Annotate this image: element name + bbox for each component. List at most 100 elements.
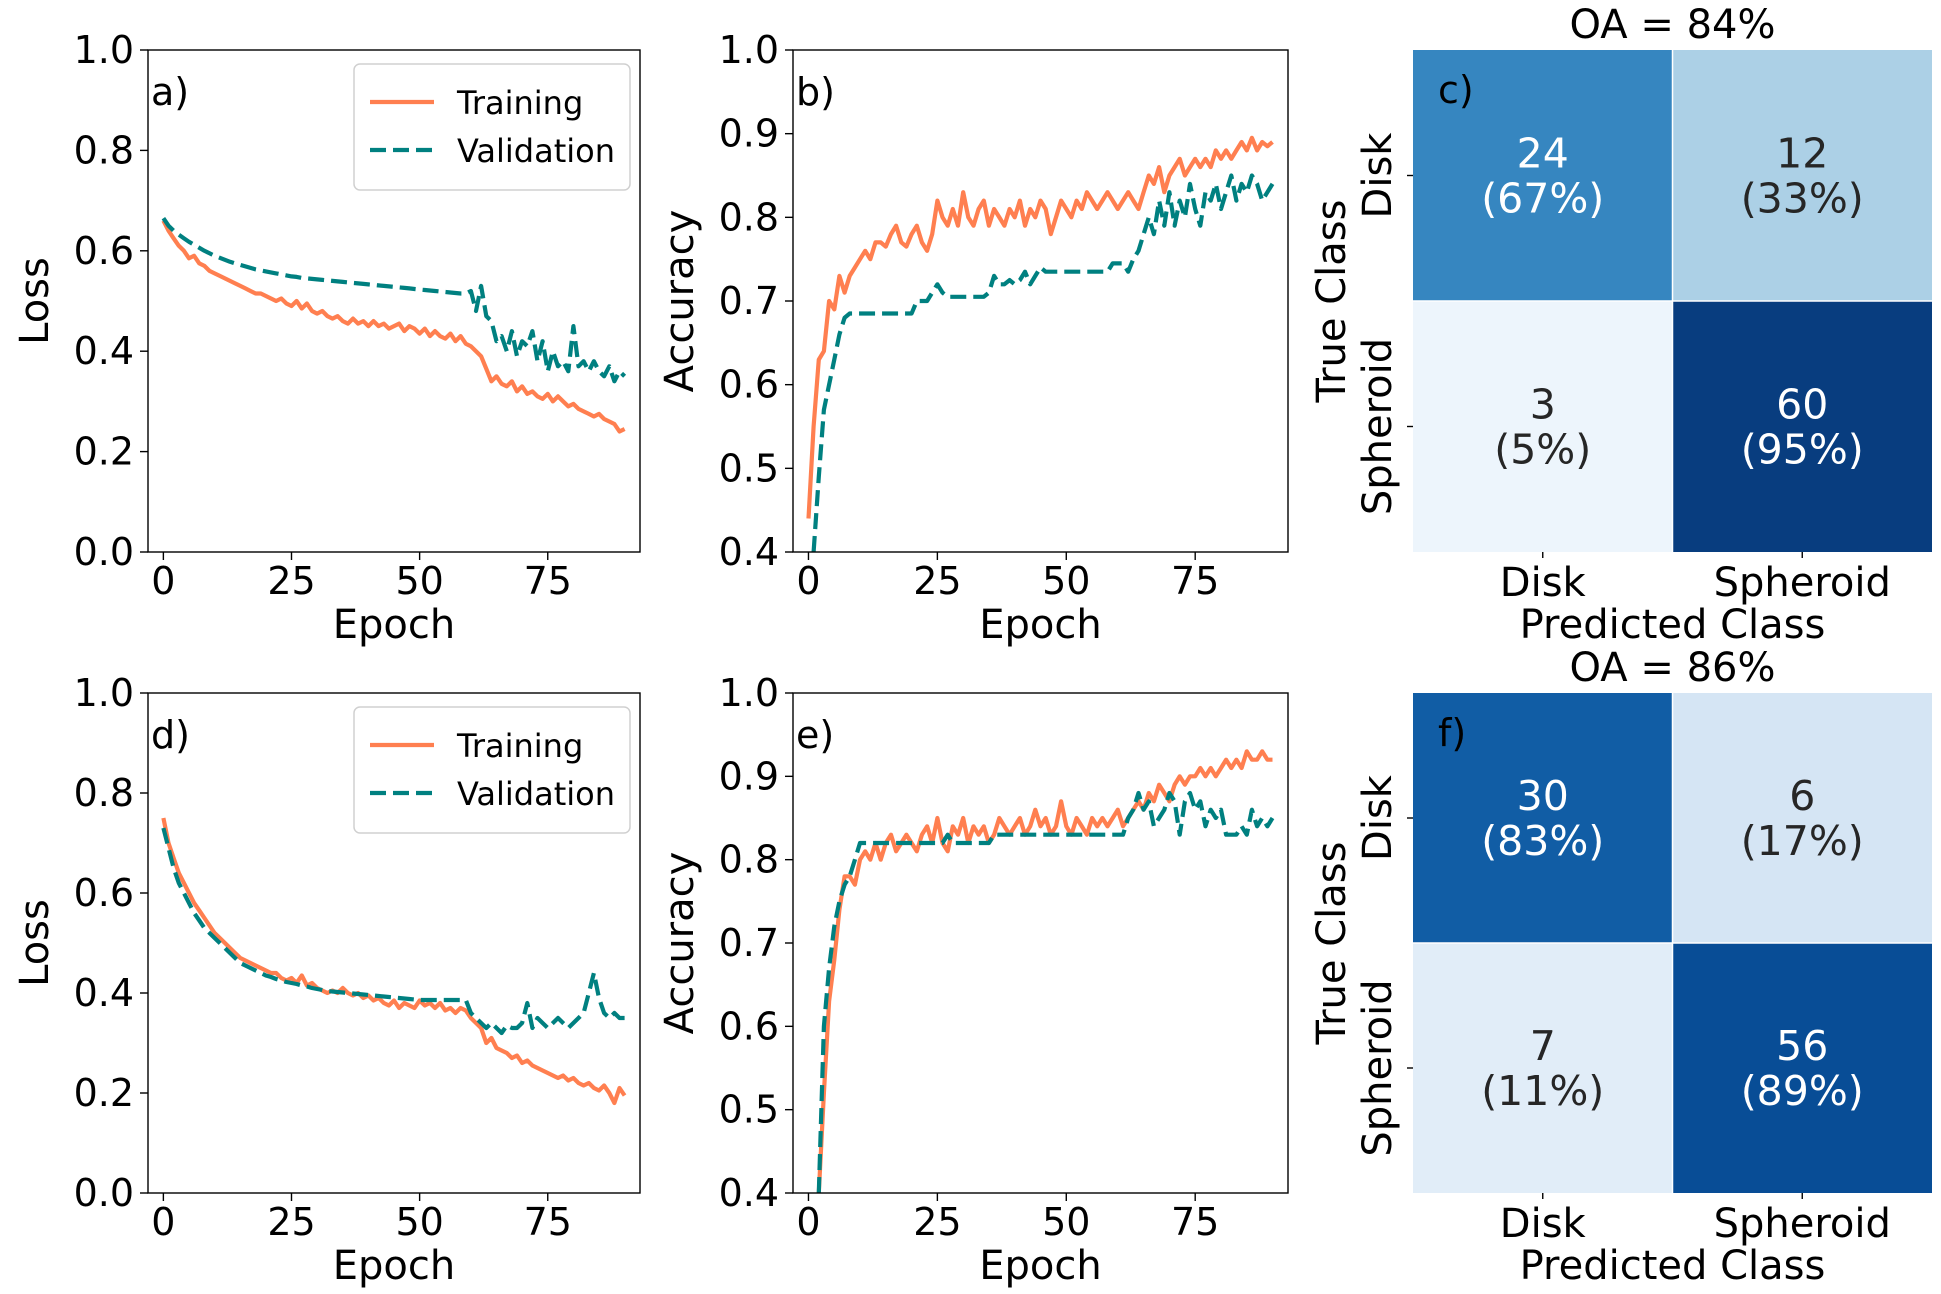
x-tick-label: 25 [267, 559, 315, 603]
y-tick-label: 0.6 [719, 1004, 779, 1048]
cm-title: OA = 84% [1570, 2, 1776, 48]
x-tick-label: 75 [1171, 559, 1219, 603]
cm-count: 6 [1789, 772, 1815, 820]
y-tick-label: 1.0 [719, 671, 779, 715]
y-tick-label: 0.7 [719, 921, 779, 965]
panel-f: 30(83%) 6(17%) 7(11%) 56(89%) OA = 86% f) Disk… [1309, 645, 1932, 1289]
y-tick-label: 0.0 [74, 530, 134, 574]
y-category-label: Disk [1355, 132, 1401, 219]
plot-area [806, 135, 1275, 552]
y-tick-label: 0.0 [74, 1171, 134, 1215]
axes-frame [147, 692, 641, 1194]
series-line-training [806, 135, 1274, 519]
axes-frame [147, 49, 641, 553]
series-line-training [816, 749, 1273, 1193]
cm-cell [1672, 693, 1932, 943]
y-tick-label: 0.2 [74, 430, 134, 474]
panel-e: 0 25 50 75 0.4 0.5 0.6 0.7 0.8 0.9 1.0 Epoch Accurac… [657, 671, 1289, 1289]
cm-cell [1413, 50, 1673, 301]
y-tick-label: 0.4 [719, 1171, 779, 1215]
cm-count: 24 [1517, 130, 1569, 178]
y-axis-label: Accuracy [657, 852, 703, 1035]
y-tick-label: 0.9 [719, 754, 779, 798]
panel-b: 0 25 50 75 0.4 0.5 0.6 0.7 0.8 0.9 1.0 Epoch Accurac… [657, 28, 1289, 648]
x-tick-label: 25 [913, 1200, 961, 1244]
y-tick-label: 0.8 [719, 838, 779, 882]
plot-area [816, 749, 1275, 1193]
y-axis-label: Loss [12, 257, 58, 345]
legend: Training Validation [353, 706, 631, 834]
series-line-training [161, 817, 627, 1106]
series-line-training [161, 219, 626, 434]
x-axis-label: Epoch [979, 602, 1101, 648]
panel-d: 0 25 50 75 0.0 0.2 0.4 0.6 0.8 1.0 Epoch Loss d) Trai… [12, 671, 641, 1289]
y-tick-label: 0.5 [719, 1088, 779, 1132]
x-tick-label: 0 [151, 1200, 175, 1244]
x-axis-label: Predicted Class [1520, 602, 1826, 648]
cm-percent: (11%) [1481, 1067, 1604, 1115]
legend: Training Validation [353, 63, 631, 191]
panel-a: 0 25 50 75 0.0 0.2 0.4 0.6 0.8 1.0 Epoch Loss a) Trai… [12, 28, 641, 648]
x-category-label: Spheroid [1714, 560, 1891, 606]
cm-count: 56 [1776, 1022, 1828, 1070]
x-axis-label: Epoch [979, 1243, 1101, 1289]
x-tick-label: 25 [267, 1200, 315, 1244]
cm-cell [1672, 301, 1932, 552]
x-tick-label: 0 [796, 1200, 820, 1244]
series-line-validation [816, 790, 1275, 1193]
cm-count: 3 [1530, 381, 1556, 429]
x-axis-label: Epoch [333, 602, 455, 648]
x-tick-label: 50 [1042, 1200, 1090, 1244]
panel-label: a) [151, 70, 189, 114]
cm-count: 7 [1530, 1022, 1556, 1070]
x-tick-label: 0 [796, 559, 820, 603]
x-tick-label: 75 [524, 559, 572, 603]
y-tick-label: 0.8 [719, 195, 779, 239]
y-tick-label: 0.2 [74, 1071, 134, 1115]
y-tick-label: 0.6 [74, 229, 134, 273]
cm-cell [1413, 693, 1673, 943]
cm-percent: (33%) [1741, 175, 1864, 223]
cm-count: 12 [1776, 130, 1828, 178]
cm-percent: (67%) [1481, 175, 1604, 223]
y-tick-label: 1.0 [74, 671, 134, 715]
y-tick-label: 0.6 [719, 363, 779, 407]
panel-label: d) [151, 713, 190, 757]
legend-label-training: Training [456, 84, 583, 122]
x-tick-label: 0 [151, 559, 175, 603]
y-axis-label: Loss [12, 899, 58, 987]
panel-label: b) [796, 70, 835, 114]
axes-frame [792, 49, 1289, 553]
cm-percent: (5%) [1494, 426, 1591, 474]
y-tick-label: 0.9 [719, 112, 779, 156]
panel-c: 24(67%) 12(33%) 3(5%) 60(95%) OA = 84% c) Disk… [1309, 2, 1932, 648]
series-line-validation [811, 173, 1275, 552]
axes-frame [792, 692, 1289, 1194]
x-tick-label: 50 [395, 1200, 443, 1244]
cm-count: 60 [1776, 381, 1828, 429]
y-tick-label: 0.8 [74, 128, 134, 172]
x-category-label: Disk [1500, 1201, 1587, 1247]
panel-label: c) [1438, 68, 1474, 112]
x-category-label: Disk [1500, 560, 1587, 606]
y-tick-label: 0.6 [74, 871, 134, 915]
y-axis-label: Accuracy [657, 210, 703, 393]
y-axis-label: True Class [1309, 200, 1355, 404]
y-tick-label: 1.0 [74, 28, 134, 72]
x-tick-label: 50 [395, 559, 443, 603]
cm-percent: (95%) [1741, 426, 1864, 474]
cm-percent: (17%) [1741, 817, 1864, 865]
cm-percent: (89%) [1741, 1067, 1864, 1115]
plot-area [161, 817, 627, 1106]
y-tick-label: 0.4 [74, 329, 134, 373]
y-tick-label: 0.8 [74, 771, 134, 815]
y-axis-label: True Class [1309, 842, 1355, 1046]
cm-cell [1413, 943, 1673, 1193]
y-tick-label: 0.4 [74, 971, 134, 1015]
legend-box [353, 63, 631, 191]
x-axis-label: Predicted Class [1520, 1243, 1826, 1289]
cm-cell [1672, 943, 1932, 1193]
legend-label-validation: Validation [457, 132, 615, 170]
x-axis-label: Epoch [333, 1243, 455, 1289]
